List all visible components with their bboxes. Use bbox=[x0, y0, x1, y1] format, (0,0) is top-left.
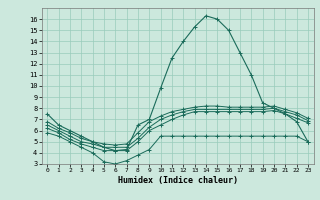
X-axis label: Humidex (Indice chaleur): Humidex (Indice chaleur) bbox=[118, 176, 237, 185]
